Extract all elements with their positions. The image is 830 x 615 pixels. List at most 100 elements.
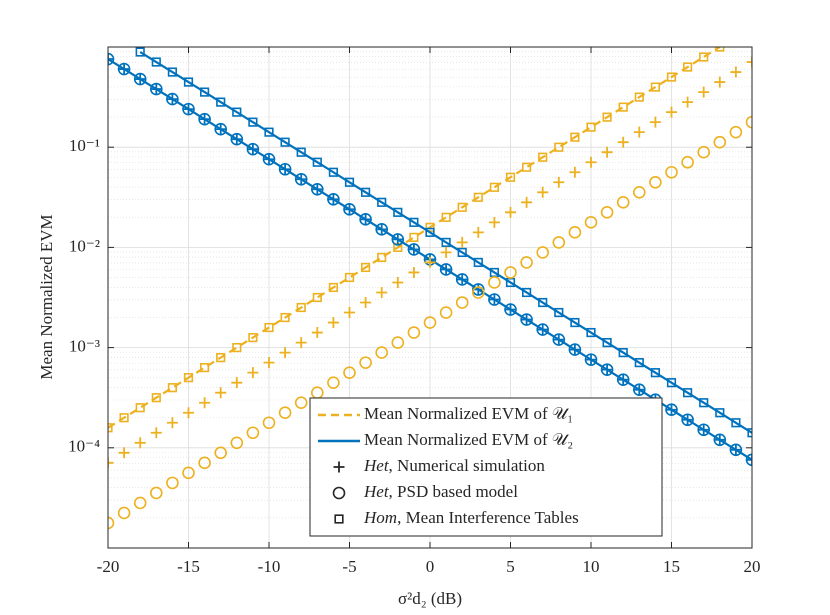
data-point bbox=[423, 316, 437, 329]
marker-square bbox=[473, 192, 483, 202]
plot bbox=[108, 47, 752, 530]
data-point bbox=[344, 177, 355, 187]
marker-circle bbox=[359, 356, 372, 369]
marker-square bbox=[334, 514, 344, 524]
marker-circle bbox=[294, 396, 308, 410]
data-point bbox=[472, 226, 484, 238]
marker-plus bbox=[682, 96, 694, 108]
marker-square bbox=[151, 57, 161, 67]
data-point bbox=[280, 137, 290, 147]
legend-label: Het, PSD based model bbox=[363, 482, 518, 501]
marker-plus bbox=[553, 334, 565, 346]
data-point bbox=[632, 185, 646, 199]
y-tick-label: 10⁻³ bbox=[69, 337, 100, 356]
marker-square bbox=[344, 272, 355, 283]
marker-circle bbox=[407, 326, 421, 339]
data-point bbox=[263, 357, 275, 369]
data-point bbox=[246, 426, 260, 440]
marker-square bbox=[441, 212, 451, 222]
data-point bbox=[457, 202, 467, 212]
marker-square bbox=[248, 332, 258, 343]
data-point bbox=[133, 496, 147, 510]
marker-plus bbox=[488, 216, 500, 228]
data-point bbox=[232, 107, 242, 117]
marker-square bbox=[682, 388, 693, 398]
data-point bbox=[310, 182, 324, 196]
data-point bbox=[391, 336, 405, 349]
data-point bbox=[745, 453, 752, 467]
data-point bbox=[327, 317, 339, 329]
x-tick-label: 20 bbox=[744, 557, 761, 576]
data-point bbox=[650, 368, 660, 378]
legend-box bbox=[309, 397, 663, 537]
marker-square bbox=[425, 227, 435, 237]
data-point bbox=[262, 416, 276, 430]
data-point bbox=[327, 376, 340, 389]
marker-plus bbox=[108, 53, 114, 65]
data-point bbox=[618, 348, 628, 358]
marker-square bbox=[360, 262, 371, 273]
marker-square bbox=[183, 373, 194, 383]
marker-square bbox=[441, 237, 451, 247]
marker-circle bbox=[681, 155, 694, 169]
data-point bbox=[714, 76, 726, 88]
axes: 10⁻¹ 10⁻² 10⁻³ 10⁻⁴ -20 -15 -10 -5 0 5 10 15 20 bbox=[68, 47, 761, 576]
marker-plus bbox=[698, 424, 710, 436]
data-point bbox=[118, 447, 130, 459]
data-point bbox=[391, 233, 405, 246]
marker-circle bbox=[391, 336, 405, 349]
marker-circle bbox=[182, 466, 195, 480]
data-point bbox=[439, 306, 453, 319]
data-point bbox=[554, 142, 564, 152]
legend-label: Mean Normalized EVM of 𝒰₂ bbox=[364, 430, 573, 449]
data-point bbox=[632, 383, 646, 396]
marker-plus bbox=[537, 186, 549, 198]
marker-plus bbox=[108, 457, 114, 469]
marker-circle bbox=[375, 346, 389, 359]
data-point bbox=[117, 506, 131, 520]
marker-square bbox=[167, 67, 178, 77]
marker-plus bbox=[327, 193, 339, 205]
marker-plus bbox=[279, 163, 291, 175]
data-point bbox=[457, 247, 467, 258]
x-tick-label: 0 bbox=[426, 557, 435, 576]
data-point bbox=[697, 423, 711, 437]
marker-circle bbox=[584, 216, 598, 229]
data-point bbox=[119, 413, 129, 423]
legend-emphasis: Het bbox=[363, 482, 390, 501]
marker-square bbox=[489, 182, 500, 192]
data-point bbox=[328, 167, 339, 177]
data-point bbox=[617, 136, 629, 148]
marker-plus bbox=[617, 374, 629, 386]
data-point bbox=[473, 192, 483, 202]
data-point bbox=[584, 216, 598, 229]
marker-circle bbox=[520, 256, 533, 269]
data-point bbox=[553, 176, 565, 188]
marker-square bbox=[248, 117, 258, 127]
data-point bbox=[296, 147, 306, 157]
marker-plus bbox=[360, 297, 372, 309]
data-point bbox=[633, 126, 645, 138]
data-point bbox=[264, 322, 274, 333]
data-point bbox=[214, 446, 227, 460]
marker-square bbox=[232, 107, 242, 117]
marker-plus bbox=[472, 226, 484, 238]
marker-square bbox=[715, 408, 725, 418]
marker-square bbox=[634, 358, 644, 368]
marker-plus bbox=[344, 307, 355, 319]
data-point bbox=[537, 186, 549, 198]
marker-square bbox=[538, 297, 548, 308]
marker-plus bbox=[601, 146, 613, 158]
data-point bbox=[520, 313, 533, 326]
data-point bbox=[697, 145, 711, 159]
data-point bbox=[699, 398, 709, 408]
y-axis-label: Mean Normalized EVM bbox=[37, 214, 56, 379]
data-point bbox=[327, 193, 340, 206]
marker-plus bbox=[666, 106, 677, 118]
data-point bbox=[279, 347, 291, 359]
marker-plus bbox=[553, 176, 565, 188]
x-tick-label: -20 bbox=[97, 557, 120, 576]
data-point bbox=[570, 317, 580, 328]
marker-circle bbox=[439, 306, 453, 319]
marker-square bbox=[280, 312, 290, 323]
